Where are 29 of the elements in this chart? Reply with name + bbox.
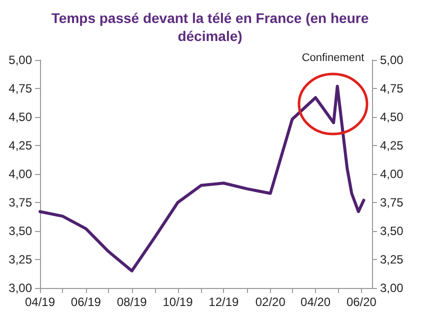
x-tick-label: 06/19 [70,295,102,309]
y2-tick-label: 3,00 [380,281,404,295]
x-tick-label: 04/19 [24,295,56,309]
y2-tick-label: 3,75 [380,196,404,210]
y2-tick-label: 4,25 [380,138,404,152]
x-tick-label: 02/20 [255,295,286,309]
x-tick-label: 04/20 [300,295,331,309]
y-tick-label: 3,00 [8,281,32,295]
x-tick-label: 12/19 [208,295,240,309]
y-tick-label: 5,00 [8,53,32,67]
y2-tick-label: 4,00 [380,167,404,181]
y-tick-label: 4,75 [8,82,32,96]
x-tick-label: 06/20 [346,295,377,309]
y2-tick-label: 3,25 [380,252,404,266]
y2-tick-label: 5,00 [380,53,404,67]
line-series [38,84,366,272]
chart-title: Temps passé devant la télé en France (en heure décimale) [51,10,369,44]
annotation: Confinement [300,52,366,64]
y-tick-label: 3,25 [8,252,32,266]
x-tick-label: 08/19 [116,295,148,309]
y-tick-label: 4,25 [8,138,32,152]
y-tick-label: 3,75 [8,196,32,210]
y-tick-label: 4,00 [8,167,32,181]
y2-tick-label: 3,50 [380,224,404,238]
y2-tick-label: 4,50 [380,110,404,124]
x-tick-label: 10/19 [162,295,194,309]
y-tick-label: 3,50 [8,224,32,238]
y2-tick-label: 4,75 [380,82,404,96]
y-tick-label: 4,50 [8,110,32,124]
